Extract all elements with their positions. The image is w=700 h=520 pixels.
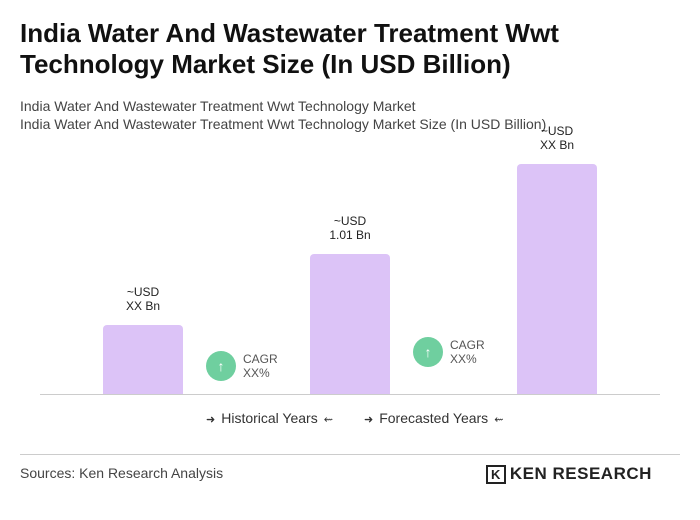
bar xyxy=(517,164,597,394)
subtitle: India Water And Wastewater Treatment Wwt… xyxy=(20,98,416,114)
logo-text: KEN RESEARCH xyxy=(509,464,652,483)
value-label: ~USD XX Bn xyxy=(539,124,575,152)
legend-label: Forecasted Years xyxy=(379,410,489,426)
legend-item: ➜ Forecasted Years ⇜ xyxy=(364,410,504,426)
legend-item: ➜ Historical Years ⇜ xyxy=(206,410,333,426)
divider xyxy=(20,454,680,455)
axis-line xyxy=(40,394,660,395)
source: Sources: Ken Research Analysis xyxy=(20,465,224,481)
cagr-label: CAGR XX% xyxy=(243,352,278,380)
cagr-icon: ↑ xyxy=(413,337,443,367)
legend-label: Historical Years xyxy=(221,410,318,426)
chart-title: India Water And Wastewater Treatment Wwt… xyxy=(20,18,559,79)
cagr-label: CAGR XX% xyxy=(450,338,485,366)
bar xyxy=(103,324,183,394)
subtitle: India Water And Wastewater Treatment Wwt… xyxy=(20,116,547,132)
bar xyxy=(310,254,390,394)
cagr-icon: ↑ xyxy=(206,351,236,381)
logo: K KEN RESEARCH xyxy=(486,464,652,484)
value-label: ~USD XX Bn xyxy=(125,284,161,313)
value-label: ~USD 1.01 Bn xyxy=(329,214,371,243)
